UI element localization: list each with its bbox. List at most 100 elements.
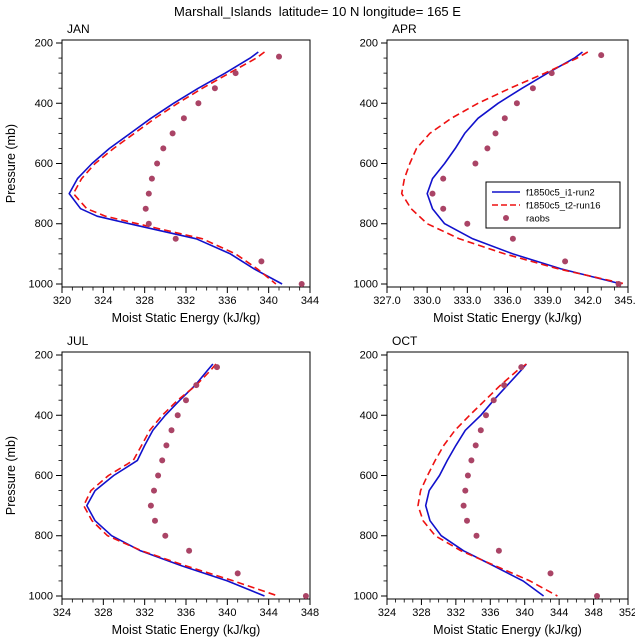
x-axis: 320 324 328 332 336 340 344 [53,287,319,307]
x-tick-label: 342.0 [574,295,602,307]
x-tick-label: 332 [447,607,465,619]
raobs-dot [518,364,525,371]
x-tick-label: 348 [584,607,602,619]
x-tick-label: 344 [259,607,277,619]
raobs-dot [490,397,497,404]
y-tick-label: 800 [360,530,378,542]
raobs-dot [180,115,187,122]
raobs-dot [547,570,554,577]
raobs-dot [276,53,282,60]
figure-title: Marshall_Islands latitude= 10 N longitud… [174,4,461,19]
y-tick-label: 400 [360,410,378,422]
raobs-dot [234,570,241,577]
y-axis: 200 400 600 800 1000 [354,350,387,602]
series-raobs [460,364,600,599]
y-tick-label: 200 [360,38,378,50]
y-tick-label: 1000 [29,590,53,602]
series-f1850c5_t2-run16 [417,363,558,597]
y-axis: 200 400 600 800 1000 [29,350,62,602]
series-f1850c5_t2-run16 [82,363,279,597]
y-tick-label: 600 [360,470,378,482]
y-tick-label: 200 [35,350,53,362]
y-tick-label: 400 [360,98,378,110]
plot-frame [61,351,311,600]
x-tick-label: 332 [135,607,153,619]
raobs-dot [151,487,157,494]
x-tick-label: 352 [619,607,635,619]
y-tick-label: 1000 [29,278,53,290]
plot-frame [386,351,629,600]
y-tick-label: 600 [360,158,378,170]
raobs-dot [501,382,508,389]
series-raobs [147,364,309,599]
raobs-dot [193,382,200,389]
x-tick-label: 328 [94,607,112,619]
raobs-dot [174,412,181,419]
plot-frame [61,39,311,288]
raobs-dot [460,502,467,509]
raobs-dot [472,442,479,449]
raobs-dot [145,220,152,227]
raobs-dot [148,175,155,182]
series-f1850c5_t2-run16 [72,51,277,285]
raobs-dot [501,115,508,122]
panel-title-apr: APR [392,22,417,36]
x-tick-label: 324 [94,295,112,307]
raobs-dot [472,160,479,167]
raobs-dot [142,205,149,212]
raobs-dot [214,364,220,371]
raobs-dot [169,130,176,137]
legend-label: f1850c5_i1-run2 [526,188,595,199]
y-tick-label: 600 [35,470,53,482]
y-tick-label: 600 [35,158,53,170]
x-axis: 327.0 330.0 333.0 336.0 339.0 342.0 345.0 [373,287,635,307]
raobs-dot [302,593,309,599]
x-tick-label: 340 [218,607,236,619]
raobs-dot [172,235,179,242]
raobs-dot [168,427,175,434]
y-tick-label: 400 [35,410,53,422]
raobs-dot [163,442,170,449]
y-tick-label: 1000 [354,590,378,602]
x-axis: 324 328 332 336 340 344 348 [53,599,319,619]
raobs-dot [186,547,193,554]
raobs-dot [147,502,154,509]
x-tick-label: 332 [177,295,195,307]
y-tick-label: 1000 [354,278,378,290]
series-f1850c5_i1-run2 [86,363,265,597]
raobs-dot [594,593,600,599]
legend-item-f1850c5_i1-run2: f1850c5_i1-run2 [492,188,595,199]
y-axis: 200 400 600 800 1000 [354,38,387,290]
raobs-dot [615,281,622,287]
raobs-dot [495,547,502,554]
x-axis-label: Moist Static Energy (kJ/kg) [433,623,582,637]
series-f1850c5_i1-run2 [424,363,545,597]
x-tick-label: 340 [516,607,534,619]
x-tick-label: 339.0 [534,295,562,307]
x-tick-label: 320 [53,295,71,307]
x-tick-label: 345.0 [614,295,635,307]
legend-item-raobs: raobs [503,214,550,225]
raobs-dot [529,85,536,92]
x-tick-label: 328 [412,607,430,619]
raobs-dot [145,190,152,197]
panel-apr: 200 400 600 800 1000 327.0 330.0 333.0 336.0 339.… [354,22,635,325]
y-tick-label: 200 [360,350,378,362]
raobs-dot [162,532,169,539]
raobs-dot [562,258,569,265]
y-tick-label: 800 [35,530,53,542]
x-tick-label: 348 [301,607,319,619]
x-axis-label: Moist Static Energy (kJ/kg) [112,623,261,637]
y-tick-label: 400 [35,98,53,110]
x-axis: 324 328 332 336 340 344 348 352 [378,599,635,619]
x-tick-label: 324 [53,607,71,619]
legend-box [485,181,621,229]
x-axis-label: Moist Static Energy (kJ/kg) [433,311,582,325]
raobs-dot [440,205,447,212]
y-tick-label: 200 [35,38,53,50]
x-axis-label: Moist Static Energy (kJ/kg) [112,311,261,325]
raobs-dot [492,130,499,137]
